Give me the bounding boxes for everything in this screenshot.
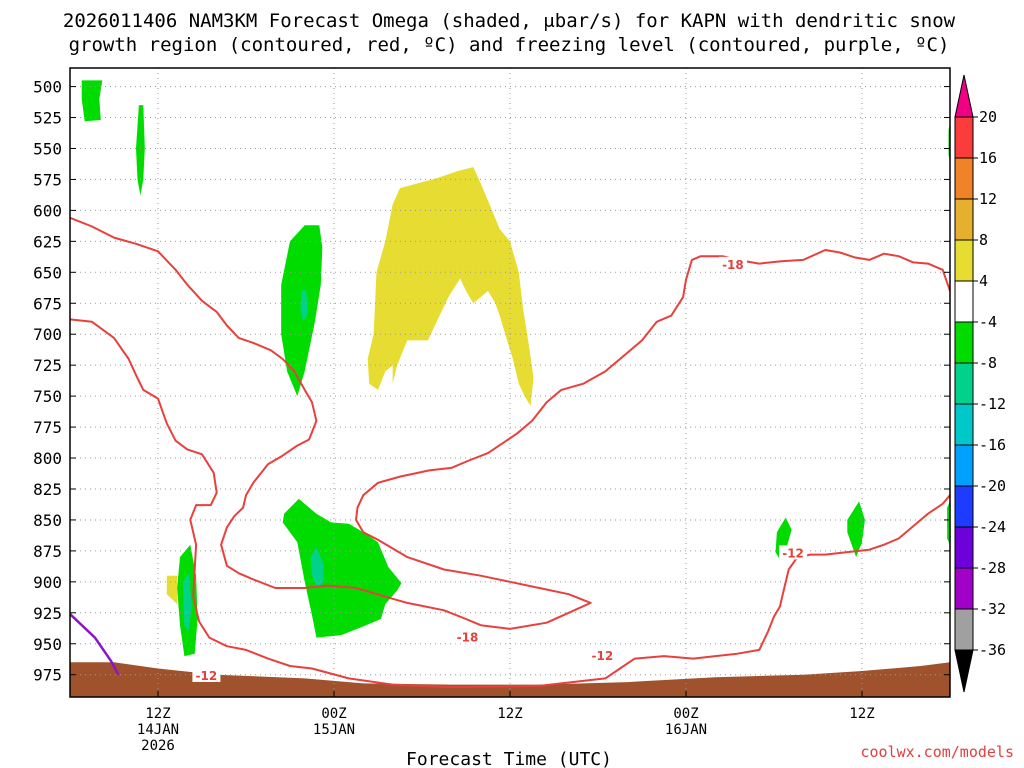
colorbar-label-11: 12: [979, 190, 997, 208]
colorbar-label-1: -32: [979, 600, 1006, 618]
x-tick-label-0-2: 2026: [141, 738, 175, 754]
colorbar-label-12: 16: [979, 149, 997, 167]
x-tick-label-3-0: 00Z: [673, 706, 698, 722]
dgz-contour-1: [70, 318, 950, 689]
omega-region-12: [367, 167, 534, 406]
svg-text:-12: -12: [592, 649, 614, 663]
chart-title-line1: 2026011406 NAM3KM Forecast Omega (shaded…: [63, 10, 956, 32]
contour-label-1: -12: [192, 667, 221, 683]
x-axis-title: Forecast Time (UTC): [406, 749, 612, 768]
colorbar-bottom-arrow: [954, 649, 974, 693]
colorbar-segment-10: [954, 198, 974, 241]
y-tick-label-1: 525: [33, 109, 62, 128]
contour-label-4: -12: [779, 545, 808, 560]
x-tick-label-2-0: 12Z: [497, 706, 522, 722]
x-tick-label-0-0: 12Z: [145, 706, 170, 722]
omega-region-13: [166, 575, 178, 605]
colorbar-label-10: 8: [979, 231, 988, 249]
y-axis: 500 525 550 575 600 625 650 675 700 725 750 775 800 8…: [33, 78, 950, 685]
colorbar-label-4: -20: [979, 477, 1006, 495]
contour-label-2: -18: [453, 629, 482, 645]
y-tick-label-12: 800: [33, 449, 62, 468]
colorbar-segment-6: [954, 362, 974, 405]
colorbar-segment-2: [954, 526, 974, 569]
colorbar-label-7: -8: [979, 354, 997, 372]
omega-region-0: [81, 80, 103, 122]
x-tick-label-1-0: 00Z: [321, 706, 346, 722]
y-tick-label-5: 625: [33, 232, 62, 251]
omega-region-5: [310, 547, 324, 588]
y-tick-label-13: 825: [33, 480, 62, 499]
omega-region-4: [282, 498, 402, 638]
colorbar-label-9: 4: [979, 272, 988, 290]
x-tick-label-1-1: 15JAN: [313, 722, 355, 738]
y-tick-label-3: 575: [33, 170, 62, 189]
svg-text:-12: -12: [782, 546, 804, 560]
omega-region-1: [136, 105, 145, 196]
y-tick-label-14: 850: [33, 511, 62, 530]
contour-layer: [70, 216, 950, 689]
y-tick-label-6: 650: [33, 263, 62, 282]
colorbar-segment-8: [954, 280, 974, 323]
colorbar-label-6: -12: [979, 395, 1006, 413]
contour-label-0: -18: [718, 256, 747, 272]
y-tick-label-4: 600: [33, 201, 62, 220]
omega-region-9: [847, 501, 865, 558]
colorbar-label-13: 20: [979, 108, 997, 126]
y-tick-label-11: 775: [33, 418, 62, 437]
y-tick-label-7: 675: [33, 294, 62, 313]
contour-label-layer: -18 -12 -18 -12 -12: [192, 256, 808, 683]
x-tick-label-4-0: 12Z: [849, 706, 874, 722]
colorbar-label-0: -36: [979, 641, 1006, 659]
contour-label-3: -12: [588, 648, 617, 663]
svg-text:-12: -12: [196, 669, 218, 683]
colorbar-segment-0: [954, 608, 974, 651]
credit-text: coolwx.com/models: [860, 743, 1014, 761]
colorbar-segment-7: [954, 321, 974, 364]
y-tick-label-17: 925: [33, 604, 62, 623]
freezing-level-contour-0: [70, 613, 120, 676]
svg-text:-18: -18: [457, 631, 479, 645]
colorbar-segment-12: [954, 116, 974, 159]
colorbar-segment-1: [954, 567, 974, 610]
chart-title-line2: growth region (contoured, red, ºC) and f…: [69, 34, 950, 56]
colorbar-label-2: -28: [979, 559, 1006, 577]
colorbar-label-3: -24: [979, 518, 1006, 536]
omega-region-3: [300, 289, 308, 322]
y-tick-label-15: 875: [33, 542, 62, 561]
colorbar-segment-5: [954, 403, 974, 446]
omega-region-14: [70, 662, 950, 697]
y-tick-label-18: 950: [33, 635, 62, 654]
x-tick-label-3-1: 16JAN: [665, 722, 707, 738]
omega-region-7: [182, 573, 192, 632]
colorbar: -36 -32 -28 -24 -20 -16 -12 -8 -4 4 8 12 16 20: [954, 74, 1006, 693]
dgz-contour-0: [70, 216, 950, 630]
y-tick-label-8: 700: [33, 325, 62, 344]
colorbar-top-arrow: [954, 74, 974, 118]
y-tick-label-16: 900: [33, 573, 62, 592]
plot-frame: [69, 67, 951, 698]
y-tick-label-2: 550: [33, 139, 62, 158]
y-tick-label-9: 725: [33, 356, 62, 375]
y-tick-label-0: 500: [33, 78, 62, 97]
x-tick-label-0-1: 14JAN: [137, 722, 179, 738]
colorbar-segment-9: [954, 239, 974, 282]
colorbar-label-5: -16: [979, 436, 1006, 454]
grid-layer: [70, 68, 950, 697]
y-tick-label-10: 750: [33, 387, 62, 406]
svg-text:-18: -18: [722, 258, 744, 272]
colorbar-segment-11: [954, 157, 974, 200]
colorbar-label-8: -4: [979, 313, 997, 331]
colorbar-segment-4: [954, 444, 974, 487]
colorbar-segment-3: [954, 485, 974, 528]
y-tick-label-19: 975: [33, 666, 62, 685]
